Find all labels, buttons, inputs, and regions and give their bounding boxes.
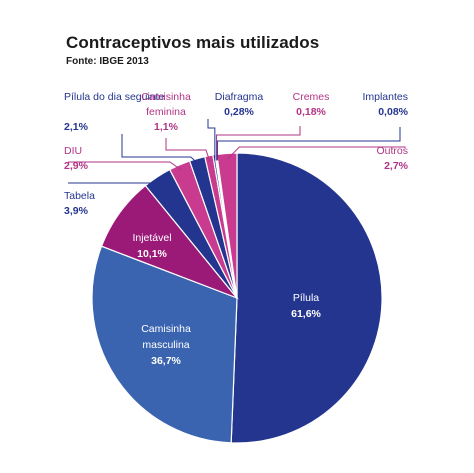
pie-slice-camisinha-masculina [91,245,238,444]
label-implantes: Implantes [362,91,408,103]
leader-tabela [68,181,161,184]
chart-subtitle: Fonte: IBGE 2013 [66,56,149,67]
leader-outros [226,146,406,160]
pie-slice-pilula [230,152,383,444]
label-camisinha-feminina-line2: feminina [146,106,186,118]
label-cremes: Cremes [293,91,330,103]
label-injetavel: Injetável [132,232,171,244]
label-camisinha-masculina-line1: Camisinha [141,323,191,335]
value-camisinha-masculina: 36,7% [151,355,181,367]
label-camisinha-masculina-line2: masculina [142,339,189,351]
label-tabela: Tabela [64,190,95,202]
label-outros: Outros [376,145,408,157]
chart-title: Contraceptivos mais utilizados [66,33,320,52]
value-pilula: 61,6% [291,308,321,320]
leader-diu [68,161,183,171]
label-pilula-do-dia-seguinte-line1: Pílula do dia seguinte [64,91,165,103]
label-pilula: Pílula [293,292,319,304]
value-diu: 2,9% [64,160,89,172]
value-diafragma: 0,28% [224,106,254,118]
label-camisinha-feminina-line1: Camisinha [141,91,191,103]
leader-camisinha-feminina [165,138,211,162]
value-camisinha-feminina: 1,1% [154,121,179,133]
leader-cremes [215,126,301,161]
leader-diafragma [207,119,216,161]
value-cremes: 0,18% [296,106,326,118]
value-outros: 2,7% [384,160,409,172]
value-pilula-do-dia-seguinte: 2,1% [64,121,89,133]
leader-implantes [216,127,401,161]
label-diu: DIU [64,145,82,157]
value-tabela: 3,9% [64,205,89,217]
value-injetavel: 10,1% [137,248,167,260]
value-implantes: 0,08% [378,106,408,118]
leader-pilula-do-dia-seguinte [121,134,200,165]
label-diafragma: Diafragma [215,91,264,103]
